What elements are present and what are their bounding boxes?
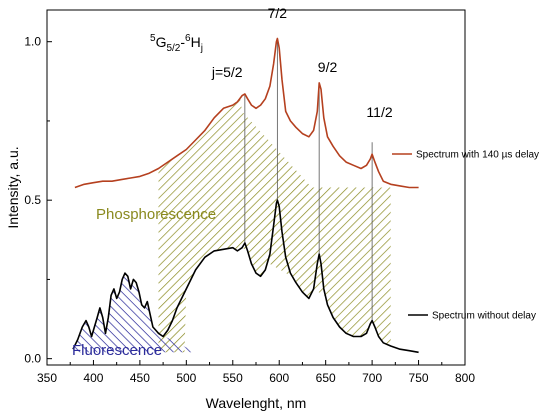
series-line-0 <box>74 37 419 189</box>
legend: Spectrum with 140 µs delay Spectrum witho… <box>392 150 539 322</box>
peak-label: 7/2 <box>268 5 288 21</box>
peak-label: 9/2 <box>318 59 338 75</box>
legend-label: Spectrum without delay <box>432 311 536 322</box>
x-tick-label: 800 <box>455 371 475 385</box>
x-tick-label: 550 <box>223 371 243 385</box>
x-axis-ticks: 350 400 450 500 550 600 650 700 750 800 <box>37 360 475 385</box>
x-tick-label: 400 <box>83 371 103 385</box>
peak-guide-lines <box>244 38 373 321</box>
region-label: Phosphorescence <box>96 206 216 223</box>
region-label: Fluorescence <box>72 342 162 359</box>
y-axis-title: Intensity, a.u. <box>5 146 21 228</box>
peak-label: j=5/2 <box>211 64 243 80</box>
y-tick-label: 0.5 <box>24 193 41 207</box>
transition-label: 5G5/2-6Hj <box>150 33 203 54</box>
x-tick-label: 600 <box>269 371 289 385</box>
peak-label: 11/2 <box>366 104 392 120</box>
peak-labels: j=5/2 7/2 9/2 11/2 <box>211 5 393 120</box>
x-tick-label: 350 <box>37 371 57 385</box>
x-axis-title: Wavelenght, nm <box>206 395 307 411</box>
fluorescence-hatch <box>73 273 196 353</box>
series-layer <box>72 37 419 354</box>
phosphorescence-hatch <box>158 98 391 353</box>
region-labels: Phosphorescence Fluorescence <box>72 206 216 359</box>
hatched-regions <box>73 98 391 353</box>
legend-label: Spectrum with 140 µs delay <box>416 150 539 161</box>
transition-text: 5G5/2-6Hj <box>150 33 203 54</box>
y-tick-label: 1.0 <box>24 35 41 49</box>
x-tick-label: 700 <box>362 371 382 385</box>
x-tick-label: 750 <box>409 371 429 385</box>
x-tick-label: 500 <box>176 371 196 385</box>
x-tick-label: 650 <box>316 371 336 385</box>
series-line-1 <box>72 199 419 354</box>
y-tick-label: 0.0 <box>24 352 41 366</box>
y-axis-ticks: 0.0 0.5 1.0 <box>24 35 52 366</box>
x-tick-label: 450 <box>130 371 150 385</box>
